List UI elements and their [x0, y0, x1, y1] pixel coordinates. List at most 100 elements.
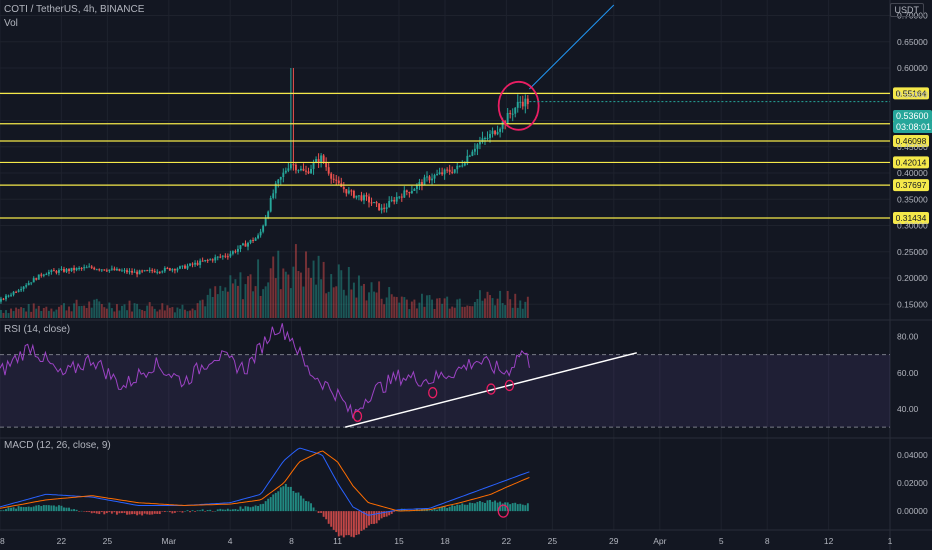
macd-histogram-bar	[12, 507, 15, 512]
macd-histogram-bar	[63, 507, 65, 512]
volume-bar	[52, 311, 55, 318]
candle-body	[468, 155, 471, 157]
macd-histogram-bar	[128, 511, 131, 515]
volume-bar	[448, 308, 451, 318]
macd-histogram-bar	[47, 505, 50, 512]
candle-body	[126, 270, 128, 273]
macd-histogram-bar	[456, 504, 459, 512]
candle-body	[98, 269, 101, 271]
currency-label[interactable]: USDT	[889, 3, 924, 17]
volume-bar	[282, 268, 285, 318]
volume-bar	[211, 297, 214, 318]
macd-histogram-bar	[194, 511, 197, 512]
macd-histogram-bar	[282, 486, 285, 512]
macd-histogram-bar	[305, 501, 307, 512]
volume-bar	[201, 299, 204, 318]
volume-bar	[491, 298, 494, 318]
candle-body	[204, 259, 207, 262]
candle-body	[80, 267, 83, 269]
candle-body	[521, 101, 524, 107]
macd-histogram-bar	[383, 511, 386, 518]
candle-body	[123, 270, 126, 272]
volume-bar	[65, 310, 68, 318]
candle-body	[433, 175, 436, 179]
macd-histogram-bar	[272, 494, 275, 512]
macd-histogram-bar	[466, 504, 469, 512]
macd-histogram-bar	[2, 510, 5, 512]
macd-histogram-bar	[380, 511, 383, 519]
candle-body	[214, 257, 217, 261]
macd-histogram-bar	[113, 511, 116, 513]
candle-body	[143, 270, 146, 272]
volume-bar	[403, 297, 406, 318]
candle-body	[239, 245, 242, 249]
volume-bar	[284, 271, 287, 318]
candle-body	[184, 265, 186, 269]
macd-histogram-bar	[330, 511, 333, 527]
volume-bar	[315, 284, 318, 318]
candle-body	[100, 269, 103, 271]
macd-histogram-bar	[239, 506, 242, 512]
macd-histogram-bar	[161, 511, 164, 512]
volume-label: Vol	[4, 18, 18, 29]
price-axis-tick: 0.15000	[897, 299, 928, 309]
time-axis-tick: 25	[103, 536, 113, 546]
volume-bar	[484, 298, 486, 318]
candle-body	[297, 170, 300, 172]
price-axis-tick: 0.30000	[897, 221, 928, 231]
macd-label: MACD (12, 26, close, 9)	[4, 440, 111, 451]
level-price-tag	[893, 134, 929, 147]
volume-bar	[206, 294, 209, 318]
volume-bar	[100, 304, 103, 318]
volume-bar	[289, 288, 292, 318]
macd-histogram-bar	[327, 511, 330, 524]
volume-bar	[322, 261, 325, 318]
candle-body	[471, 151, 474, 156]
candle-body	[302, 168, 305, 171]
volume-bar	[25, 311, 28, 318]
volume-bar	[514, 293, 517, 318]
candle-body	[231, 251, 234, 254]
candle-body	[5, 295, 7, 300]
volume-bar	[118, 310, 121, 318]
macd-histogram-bar	[458, 504, 461, 512]
volume-bar	[461, 306, 464, 318]
candle-body	[113, 268, 116, 271]
candle-body	[368, 196, 370, 203]
macd-histogram-bar	[524, 505, 527, 512]
macd-line	[0, 447, 530, 516]
level-price-tag	[893, 211, 929, 224]
candle-body	[55, 271, 58, 273]
volume-bar	[383, 304, 386, 318]
macd-histogram-bar	[378, 511, 381, 521]
candle-body	[15, 291, 18, 293]
macd-histogram-bar	[242, 508, 244, 512]
macd-histogram-bar	[350, 511, 353, 537]
macd-histogram-bar	[398, 509, 401, 512]
macd-histogram-bar	[325, 511, 328, 520]
candle-body	[7, 295, 10, 297]
macd-histogram-bar	[519, 503, 522, 512]
volume-bar	[438, 298, 441, 318]
macd-histogram-bar	[307, 501, 310, 512]
candle-body	[317, 159, 320, 163]
candle-body	[378, 203, 381, 211]
macd-histogram-bar	[335, 511, 338, 533]
volume-bar	[191, 308, 194, 318]
volume-bar	[267, 282, 270, 318]
macd-histogram-bar	[332, 511, 335, 530]
candle-body	[148, 269, 151, 271]
macd-histogram-bar	[390, 511, 393, 514]
candle-body	[456, 165, 459, 170]
macd-histogram-bar	[40, 506, 43, 512]
time-axis-tick: 4	[228, 536, 233, 546]
macd-histogram-bar	[55, 506, 58, 512]
signal-line	[0, 450, 530, 512]
volume-bar	[45, 306, 48, 318]
volume-bar	[441, 303, 444, 318]
volume-bar	[126, 310, 128, 318]
volume-bar	[272, 256, 275, 318]
candle-body	[103, 269, 106, 271]
candle-body	[158, 271, 161, 273]
